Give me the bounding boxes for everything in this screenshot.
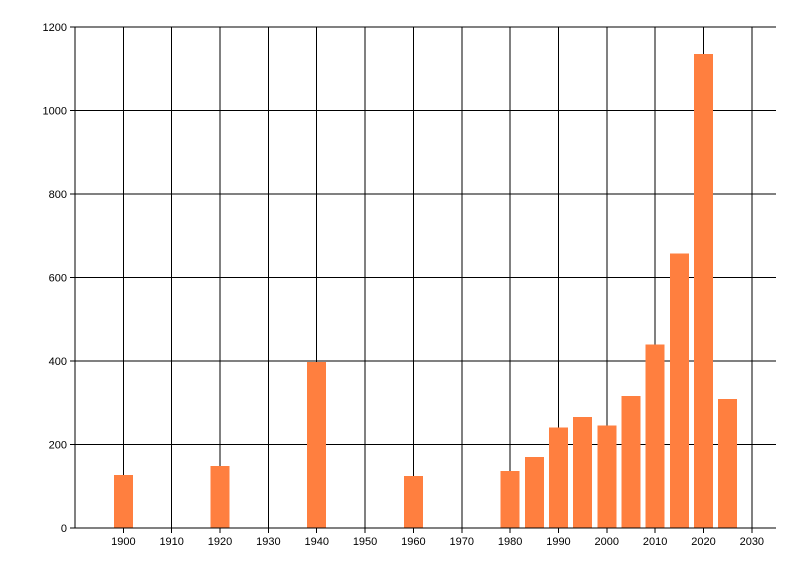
x-tick-label: 1970 bbox=[450, 536, 474, 548]
x-tick-label: 2000 bbox=[595, 536, 619, 548]
bar-1980 bbox=[500, 471, 520, 528]
bar-series bbox=[113, 54, 738, 528]
bar-1960 bbox=[403, 476, 423, 528]
y-tick-label: 1200 bbox=[43, 22, 67, 34]
bar-2000 bbox=[597, 425, 617, 528]
x-axis-ticks: 1900 1910 1920 1930 1940 1950 1960 1970 1980 1990… bbox=[111, 528, 764, 548]
bar-2005 bbox=[621, 396, 641, 528]
bar-2025 bbox=[718, 398, 738, 528]
y-axis-ticks: 0 200 400 600 800 1000 1200 bbox=[43, 22, 75, 535]
y-tick-label: 1000 bbox=[43, 106, 67, 118]
x-tick-label: 1960 bbox=[401, 536, 425, 548]
y-tick-label: 800 bbox=[49, 189, 67, 201]
bar-1995 bbox=[573, 416, 593, 528]
x-tick-label: 1910 bbox=[159, 536, 183, 548]
x-tick-label: 1900 bbox=[111, 536, 135, 548]
bar-1920 bbox=[210, 466, 230, 528]
bar-1985 bbox=[524, 457, 544, 528]
bar-2010 bbox=[645, 344, 665, 528]
bar-1990 bbox=[548, 427, 568, 528]
y-tick-label: 0 bbox=[61, 523, 67, 535]
x-tick-label: 1930 bbox=[256, 536, 280, 548]
x-tick-label: 2010 bbox=[643, 536, 667, 548]
x-tick-label: 1920 bbox=[208, 536, 232, 548]
y-tick-label: 200 bbox=[49, 440, 67, 452]
bar-2015 bbox=[669, 253, 689, 528]
x-tick-label: 1940 bbox=[304, 536, 328, 548]
bar-2020 bbox=[693, 54, 713, 528]
x-tick-label: 2020 bbox=[691, 536, 715, 548]
x-tick-label: 1980 bbox=[498, 536, 522, 548]
bar-1940 bbox=[307, 361, 327, 528]
y-tick-label: 600 bbox=[49, 273, 67, 285]
x-tick-label: 1950 bbox=[353, 536, 377, 548]
x-tick-label: 1990 bbox=[546, 536, 570, 548]
x-tick-label: 2030 bbox=[740, 536, 764, 548]
y-tick-label: 400 bbox=[49, 356, 67, 368]
bar-1900 bbox=[113, 474, 133, 528]
